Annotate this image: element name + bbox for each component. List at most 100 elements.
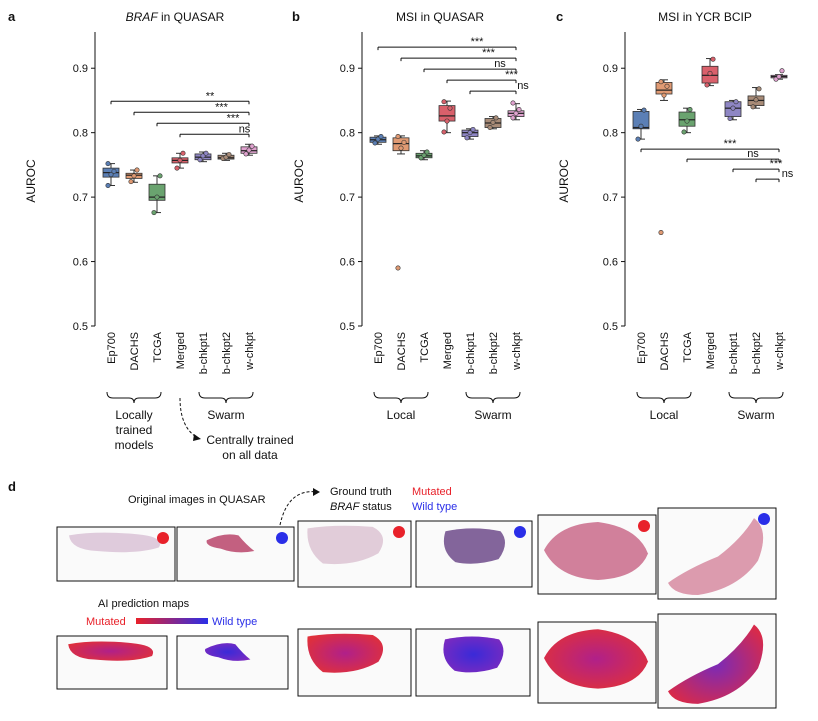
panel-d: d Original images in QUASAR Ground truth… [8,479,777,709]
y-axis-label: AUROC [557,159,571,203]
data-point [730,105,736,111]
data-point [513,110,519,116]
panel-c: c MSI in YCR BCIP 0.5 0.6 0.7 0.8 0.9 AUROC Ep70… [556,9,794,422]
ground-truth-arrow [279,491,319,526]
prediction-map-2 [176,635,289,690]
y-tick-label: 0.6 [73,257,88,269]
x-category-label: Ep700 [106,332,118,364]
prediction-heatmap [205,643,251,661]
x-category-label: b-chkpt1 [198,332,210,374]
original-slide-2 [176,526,295,582]
original-slide-4 [415,520,533,588]
original-images-label: Original images in QUASAR [128,494,266,506]
x-category-label: TCGA [682,331,694,362]
data-point [180,150,186,156]
panel-a: a BRAF in QUASAR 0.5 0.6 0.7 0.8 0.9 AUROC Ep700… [8,9,294,462]
data-point [105,183,111,189]
x-category-label: w-chkpt [244,332,256,371]
data-point [750,104,756,110]
data-point [664,83,670,89]
data-point [444,118,450,124]
data-point [658,230,664,236]
data-point [470,126,476,132]
y-tick-label: 0.7 [340,192,355,204]
status-dot-mutated [157,532,169,544]
panel-letter-d: d [8,479,16,494]
x-category-label: w-chkpt [511,332,523,371]
significance-label: *** [505,69,519,81]
box-TCGA [148,183,166,201]
prediction-map-6 [657,613,777,709]
data-point [128,179,134,185]
ground-truth-arrowhead [313,488,320,496]
x-category-label: Ep700 [636,332,648,364]
prediction-heatmap [307,633,384,673]
data-point [421,152,427,158]
y-tick-label: 0.6 [603,257,618,269]
group-label: Swarm [474,408,511,422]
group-label: Locally [115,408,152,422]
data-point [464,135,470,141]
status-dot-mutated [638,520,650,532]
tissue-section [544,522,648,580]
data-point [134,167,140,173]
data-point [687,106,693,112]
significance-label: ns [747,148,759,160]
x-category-label: DACHS [659,332,671,371]
data-point [516,106,522,112]
data-point [756,86,762,92]
tissue-section [668,518,764,595]
data-point [638,123,644,129]
data-point [395,134,401,140]
significance-label: *** [215,101,229,113]
y-axis-label: AUROC [292,159,306,203]
significance-label: ns [782,168,794,180]
gradient-mutated-label: Mutated [86,616,126,628]
panel-letter-c: c [556,9,563,24]
data-point [249,143,255,149]
ground-truth-label: Ground truth [330,486,392,498]
data-point [246,147,252,153]
data-point [424,149,430,155]
data-point [493,115,499,121]
original-slide-5 [537,514,657,595]
data-point [395,265,401,271]
data-point [733,99,739,105]
data-point [378,134,384,140]
x-category-label: w-chkpt [774,332,786,371]
x-category-label: Merged [175,332,187,369]
data-point [661,92,667,98]
significance-label: *** [770,158,784,170]
tissue-section [69,532,161,553]
group-label: Swarm [207,408,244,422]
data-point [372,140,378,146]
data-point [776,74,782,80]
data-point [447,105,453,111]
data-point [487,125,493,131]
data-point [727,115,733,121]
data-point [441,129,447,135]
panel-title: MSI in QUASAR [396,10,484,24]
original-slide-3 [297,520,412,588]
significance-label: ** [206,90,215,102]
y-tick-label: 0.7 [73,192,88,204]
x-category-label: b-chkpt2 [751,332,763,374]
group-label: Local [387,408,416,422]
data-point [197,157,203,163]
tissue-section [443,528,506,564]
y-tick-label: 0.9 [73,63,88,75]
data-point [108,172,114,178]
significance-label: ns [517,80,529,92]
central-note-label: on all data [222,448,278,462]
status-dot-wild [514,526,526,538]
group-bracket [373,391,429,404]
original-slide-6 [657,507,777,600]
central-note-label: Centrally trained [206,433,293,447]
y-tick-label: 0.7 [603,192,618,204]
significance-label: *** [227,112,241,124]
x-category-label: b-chkpt2 [488,332,500,374]
status-dot-wild [276,532,288,544]
data-point [226,152,232,158]
x-category-label: b-chkpt1 [728,332,740,374]
group-label: models [115,438,154,452]
